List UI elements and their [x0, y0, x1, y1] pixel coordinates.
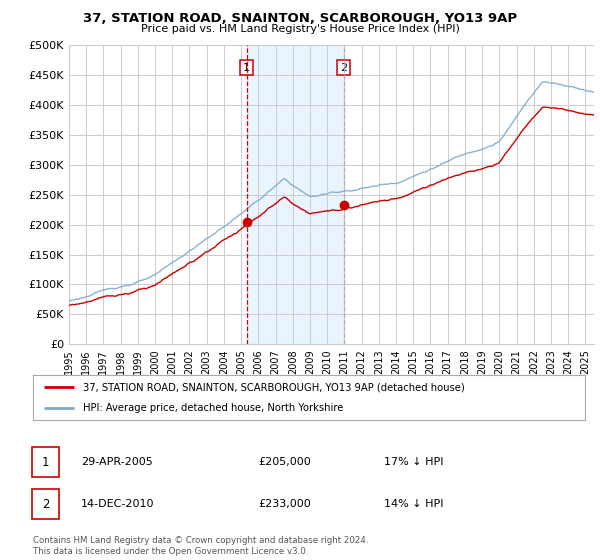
Text: 14% ↓ HPI: 14% ↓ HPI — [384, 499, 443, 509]
Text: 2: 2 — [42, 497, 49, 511]
Text: 14-DEC-2010: 14-DEC-2010 — [81, 499, 155, 509]
Text: £233,000: £233,000 — [258, 499, 311, 509]
Text: HPI: Average price, detached house, North Yorkshire: HPI: Average price, detached house, Nort… — [83, 403, 343, 413]
Text: Contains HM Land Registry data © Crown copyright and database right 2024.
This d: Contains HM Land Registry data © Crown c… — [33, 536, 368, 556]
Text: Price paid vs. HM Land Registry's House Price Index (HPI): Price paid vs. HM Land Registry's House … — [140, 24, 460, 34]
Text: 2: 2 — [340, 63, 347, 73]
Text: 37, STATION ROAD, SNAINTON, SCARBOROUGH, YO13 9AP: 37, STATION ROAD, SNAINTON, SCARBOROUGH,… — [83, 12, 517, 25]
Bar — [247, 45, 344, 344]
Text: 17% ↓ HPI: 17% ↓ HPI — [384, 457, 443, 467]
Text: 1: 1 — [243, 63, 250, 73]
Text: 1: 1 — [42, 455, 49, 469]
Text: £205,000: £205,000 — [258, 457, 311, 467]
Text: 29-APR-2005: 29-APR-2005 — [81, 457, 153, 467]
Text: 37, STATION ROAD, SNAINTON, SCARBOROUGH, YO13 9AP (detached house): 37, STATION ROAD, SNAINTON, SCARBOROUGH,… — [83, 382, 464, 393]
